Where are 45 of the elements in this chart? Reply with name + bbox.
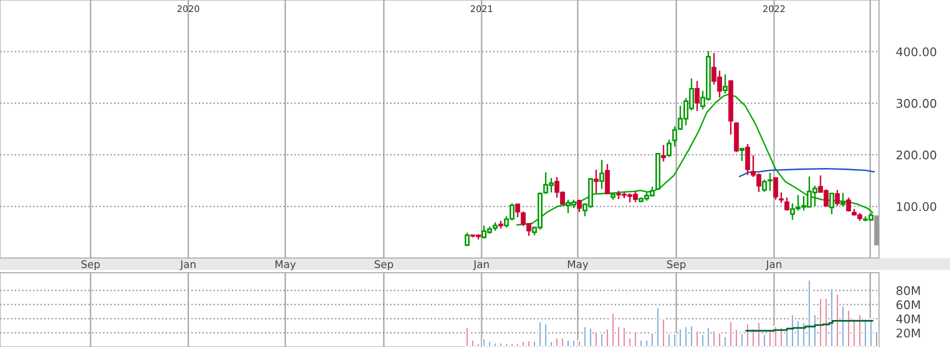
x-tick-label: Sep: [667, 260, 686, 270]
candlestick: [576, 198, 582, 213]
candlestick: [666, 139, 672, 158]
x-tick-label: Jan: [765, 260, 782, 270]
candlestick: [834, 189, 840, 207]
candlestick: [599, 159, 604, 190]
y-tick-label: 80M: [896, 286, 920, 296]
candlestick: [846, 196, 852, 212]
y-tick-label: 20M: [896, 328, 920, 338]
candlestick: [661, 144, 666, 162]
bar: [700, 334, 705, 347]
x-tick-label: Jan: [473, 260, 489, 270]
x-tick-label: May: [276, 260, 296, 270]
candlestick: [773, 177, 778, 200]
y-tick-label: 200.00: [896, 150, 936, 160]
candlestick: [694, 80, 700, 112]
candlestick: [604, 163, 610, 194]
y-tick-label: 40M: [896, 314, 920, 324]
y-tick-label: 400.00: [896, 47, 936, 56]
candlestick: [840, 192, 846, 208]
candlestick: [778, 192, 784, 204]
bar: [470, 339, 475, 347]
candlestick: [745, 143, 750, 176]
bar: [650, 332, 654, 347]
bar: [572, 339, 576, 347]
candlestick: [740, 148, 744, 162]
y-tick-label: 100.00: [897, 202, 936, 212]
x-tick-label: Sep: [374, 260, 394, 270]
candlestick: [829, 192, 834, 215]
x-tick-label: May: [568, 260, 588, 270]
y-tick-label: 60M: [896, 300, 920, 310]
x2-tick-label: 2020: [177, 5, 200, 12]
candlestick: [784, 196, 790, 212]
bar: [465, 326, 470, 347]
x-tick-label: Sep: [81, 260, 100, 270]
candlestick: [464, 232, 470, 247]
x-tick-label: Jan: [180, 260, 196, 270]
line-series: [738, 168, 875, 178]
x2-tick-label: 2021: [470, 5, 492, 12]
bar: [521, 340, 526, 347]
x2-tick-label: 2022: [763, 5, 785, 12]
y-tick-label: 300.00: [896, 98, 936, 108]
candlestick: [515, 203, 520, 218]
candlestick: [722, 74, 728, 94]
candlestick: [594, 169, 599, 194]
